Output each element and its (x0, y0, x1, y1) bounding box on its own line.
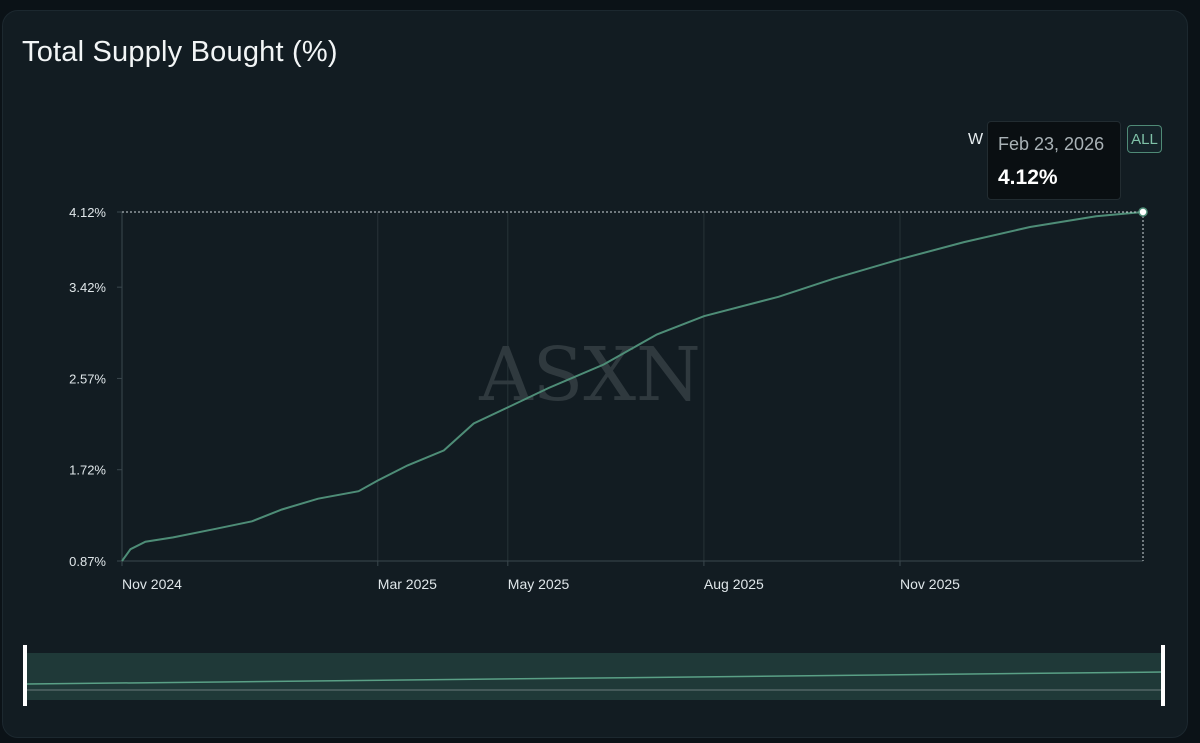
vertical-gridlines (377, 212, 901, 561)
range-button-partial[interactable]: W (968, 131, 984, 148)
plot-frame (121, 212, 1143, 562)
x-tick-label: Mar 2025 (378, 576, 437, 592)
chart-title: Total Supply Bought (%) (22, 36, 338, 68)
y-tick-label: 2.57% (69, 371, 106, 386)
x-tick-label: Nov 2025 (900, 576, 960, 592)
series-line (121, 211, 1144, 562)
hover-point (1138, 207, 1148, 217)
tooltip-date: Feb 23, 2026 (998, 134, 1105, 154)
x-tick-label: May 2025 (508, 576, 570, 592)
x-axis-ticks: Nov 2024 Mar 2025 May 2025 Aug 2025 Nov 2025 (121, 561, 960, 592)
y-tick-label: 0.87% (69, 554, 106, 569)
range-navigator[interactable] (23, 645, 1165, 706)
x-tick-label: Nov 2024 (122, 576, 182, 592)
navigator-handle-right[interactable] (1161, 645, 1165, 706)
y-tick-label: 3.42% (69, 280, 106, 295)
navigator-handle-left[interactable] (23, 645, 27, 706)
y-axis-ticks: 4.12% 3.42% 2.57% 1.72% 0.87% (69, 205, 122, 569)
tooltip: Feb 23, 2026 4.12% (987, 121, 1121, 200)
navigator-selection (27, 653, 1163, 700)
tooltip-value: 4.12% (998, 166, 1058, 189)
range-all-button[interactable]: ALL (1127, 125, 1162, 153)
y-tick-label: 4.12% (69, 205, 106, 220)
x-tick-label: Aug 2025 (704, 576, 764, 592)
y-tick-label: 1.72% (69, 463, 106, 478)
navigator-line (26, 671, 1164, 685)
